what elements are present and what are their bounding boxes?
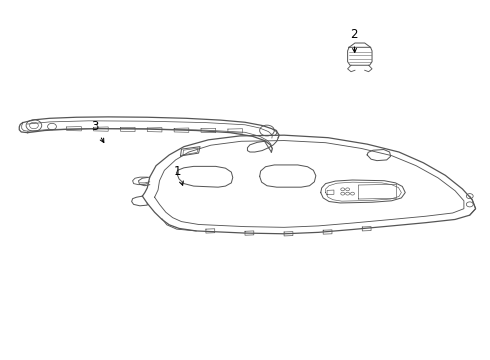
Text: 3: 3 bbox=[91, 120, 104, 143]
Text: 2: 2 bbox=[350, 28, 358, 52]
Text: 1: 1 bbox=[174, 165, 183, 185]
